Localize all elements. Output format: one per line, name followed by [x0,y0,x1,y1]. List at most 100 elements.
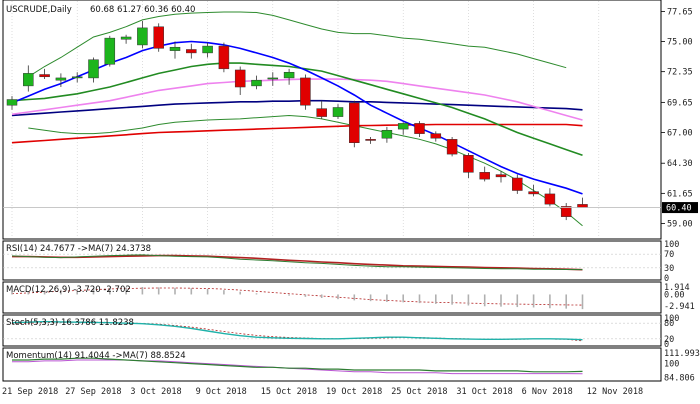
indicator-tick-label: 30 [664,264,674,274]
candle-body [316,108,327,117]
candle-body [430,133,442,139]
candle-body [88,59,99,79]
stoch-panel-frame [2,314,662,347]
candle [283,68,295,85]
candle [104,35,116,67]
candle [300,74,311,110]
candle [365,137,376,144]
time-tick-label: 19 Oct 2018 [326,387,382,397]
last-price-box [662,202,698,214]
candle [332,104,344,119]
price-tick-label: 64.30 [667,159,693,169]
momentum-title: Momentum(14) 91.4044 ->MA(7) 88.8524 [6,351,186,361]
candle-body [234,69,246,88]
price-tick-label: 72.35 [667,68,693,78]
candle-body [560,206,572,217]
indicator-tick-label: 0 [664,340,669,350]
macd-signal-line [11,287,583,306]
candle [23,65,34,92]
price-tick-label: 67.00 [667,129,693,139]
last-price-marker: 60.40 [3,202,698,214]
candles [6,21,588,221]
indicator-tick-label: 70 [664,250,674,260]
price-tick-label: 59.00 [667,219,693,229]
indicator-tick-label: 0.00 [664,290,684,300]
candle-body [577,204,588,208]
rsi-panel-frame [2,240,662,281]
stoch-panel [3,320,661,342]
indicator-tick-label: 80 [664,319,674,329]
candle-body [544,193,556,205]
rsi-ma-line [12,254,583,271]
candle [6,96,18,110]
indicator-tick-label: 84.806 [664,373,695,383]
candle [512,174,523,194]
rsi-title: RSI(14) 24.7677 ->MA(7) 24.3738 [6,244,151,254]
time-axis: 21 Sep 2018 27 Sep 2018 3 Oct 2018 9 Oct 20… [2,387,643,397]
candle [316,100,327,119]
time-tick-label: 3 Oct 2018 [130,387,181,397]
candle [267,72,279,86]
overlay-line-1 [28,114,583,227]
candle-body [71,76,83,79]
rsi-panel [3,253,661,271]
price-axis: 77.65 75.00 72.35 69.65 67.00 64.30 61.65 59.00 [661,7,693,229]
candle [479,166,490,182]
macd-panel-frame [2,281,662,314]
time-tick-label: 31 Oct 2018 [456,387,512,397]
candle [397,122,409,135]
time-tick-label: 6 Nov 2018 [522,387,573,397]
indicator-tick-label: 100 [664,314,679,324]
candle-body [6,99,18,106]
candle-body [495,174,507,178]
indicator-tick-label: 111.993 [664,349,700,359]
candle-body [414,123,425,134]
overlay-line-3 [11,99,583,117]
candle-body [55,77,67,81]
indicator-tick-label: -2.941 [664,302,695,312]
macd-panel [11,286,584,310]
candle [544,188,556,207]
indicator-tick-label: 100 [664,240,679,250]
indicator-tick-label: 0 [664,274,669,284]
candle-body [137,27,148,46]
overlay-line-4 [11,78,583,121]
stoch-title: Stoch(5,3,3) 16.3786 11.8238 [6,318,134,328]
rsi-line [11,254,583,271]
candle [169,41,181,59]
candle [495,171,507,183]
last-price-label: 60.40 [666,204,692,214]
candle-body [512,177,523,191]
candle-body [186,49,197,54]
time-tick-label: 27 Sep 2018 [65,387,121,397]
candle [414,121,425,138]
candle-body [39,74,50,78]
candle-body [23,73,34,87]
price-tick-label: 61.65 [667,189,693,199]
candle [202,42,213,58]
candle [251,75,262,90]
candle-body [104,37,116,65]
overlay-line-2 [11,123,583,144]
price-tick-label: 69.65 [667,98,693,108]
candle [55,73,67,88]
candle-body [267,77,279,80]
indicator-axes: 100703001.9140.00-2.94110080200111.99310… [664,240,700,383]
macd-title: MACD(12,26,9) -3.720 -2.702 [6,285,131,295]
symbol-label: USCRUDE,Daily [6,5,72,15]
momentum-line [12,357,583,373]
candle-body [153,26,164,49]
candle-body [218,45,230,70]
candle-body [120,36,132,40]
candle [39,68,50,80]
candle [137,21,148,49]
panel-frames [2,0,662,382]
candle-body [300,77,311,106]
candle-body [365,139,376,141]
candle-body [332,107,344,117]
main-grid [11,1,600,238]
candle [186,43,197,59]
candle [463,152,474,178]
indicator-tick-label: 100 [664,360,679,370]
